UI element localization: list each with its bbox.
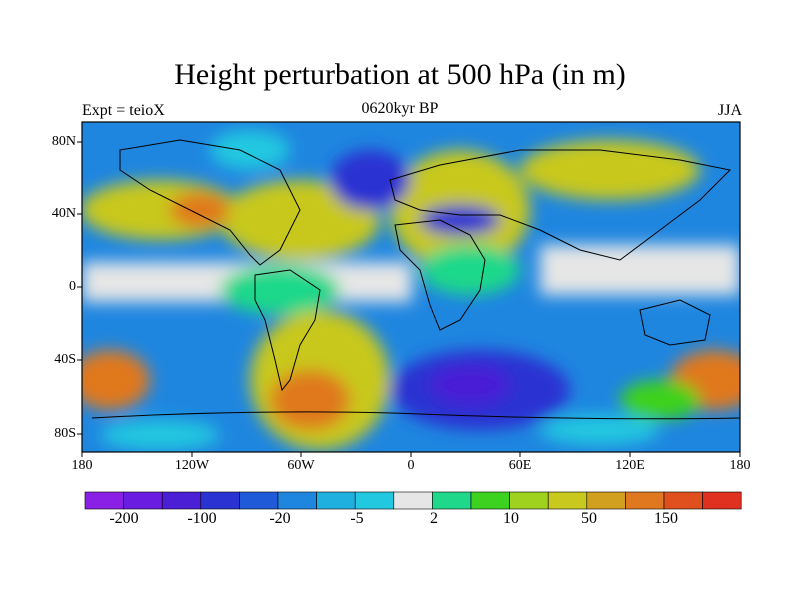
colorbar-swatch <box>316 491 356 510</box>
coastlines <box>91 139 740 420</box>
colorbar-swatch <box>354 491 395 510</box>
colorbar-swatch <box>586 491 626 510</box>
time-label: 0620kyr BP <box>361 100 439 117</box>
colorbar-swatch <box>161 491 202 510</box>
colorbar-label: -200 <box>109 510 139 527</box>
colorbar-label: 50 <box>581 510 597 527</box>
colorbar-swatch <box>509 491 549 510</box>
colorbar-label: 2 <box>430 510 438 527</box>
colorbar-swatch <box>702 491 742 510</box>
field-layer <box>82 122 740 452</box>
lon-label-60e: 60E <box>508 458 532 473</box>
colorbar-label: -100 <box>187 510 217 527</box>
colorbar-swatch <box>239 491 279 510</box>
colorbar-swatch <box>625 491 665 510</box>
colorbar-label: -5 <box>350 510 364 527</box>
lon-label-180w: 180 <box>71 458 93 473</box>
lat-label-40n: 40N <box>51 206 76 221</box>
season-label: JJA <box>717 102 742 119</box>
colorbar-swatch <box>277 491 317 510</box>
colorbar-label: 10 <box>503 510 519 527</box>
colorbar-swatch <box>200 491 240 510</box>
lon-label-0: 0 <box>407 458 415 473</box>
lon-label-120w: 120W <box>174 458 210 473</box>
colorbar-swatch <box>470 491 510 510</box>
lat-label-80s: 80S <box>54 426 76 441</box>
colorbar-swatch <box>84 491 124 510</box>
colorbar-swatch <box>663 491 703 510</box>
colorbar-swatch <box>123 491 163 510</box>
lat-label-80n: 80N <box>51 134 76 149</box>
lon-label-180e: 180 <box>729 458 751 473</box>
lon-label-120e: 120E <box>615 458 645 473</box>
colorbar-swatch <box>432 491 472 510</box>
colorbar-swatch <box>393 491 433 510</box>
experiment-label: Expt = teioX <box>82 102 165 119</box>
colorbar-swatch <box>547 491 588 510</box>
lat-label-0: 0 <box>69 279 76 294</box>
colorbar <box>84 491 742 510</box>
map-title: Height perturbation at 500 hPa (in m) <box>174 58 626 91</box>
lat-label-40s: 40S <box>54 352 76 367</box>
colorbar-label: -20 <box>269 510 291 527</box>
colorbar-label: 150 <box>654 510 678 527</box>
lon-label-60w: 60W <box>287 458 315 473</box>
